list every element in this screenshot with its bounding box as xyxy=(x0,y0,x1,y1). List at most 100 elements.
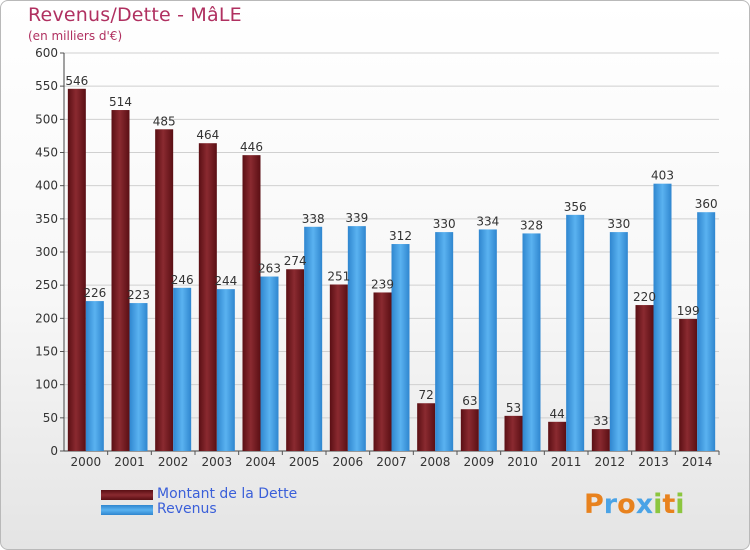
data-label-debt: 199 xyxy=(677,304,700,318)
x-tick-label: 2005 xyxy=(289,455,320,469)
bar-revenus xyxy=(566,214,585,451)
bar-revenus xyxy=(435,232,454,451)
data-label-revenus: 356 xyxy=(564,200,587,214)
bar-revenus xyxy=(304,226,323,451)
data-label-debt: 44 xyxy=(550,407,565,421)
x-tick-label: 2014 xyxy=(682,455,713,469)
data-label-revenus: 244 xyxy=(214,274,237,288)
data-label-debt: 33 xyxy=(593,414,608,428)
bar-revenus xyxy=(260,276,279,451)
bar-debt xyxy=(679,318,698,451)
bar-debt xyxy=(111,110,130,452)
x-tick-label: 2004 xyxy=(245,455,276,469)
bar-revenus xyxy=(347,226,366,451)
x-tick-label: 2009 xyxy=(464,455,495,469)
legend-swatch-revenus xyxy=(101,505,153,515)
bar-debt xyxy=(373,292,392,451)
bar-revenus xyxy=(653,183,672,451)
y-tick-label: 300 xyxy=(35,245,58,259)
bar-debt xyxy=(635,305,654,451)
data-label-debt: 53 xyxy=(506,401,521,415)
data-label-debt: 514 xyxy=(109,95,132,109)
data-label-revenus: 360 xyxy=(695,197,718,211)
bar-debt xyxy=(286,269,305,451)
data-label-debt: 485 xyxy=(153,114,176,128)
x-tick-label: 2012 xyxy=(595,455,626,469)
bar-revenus xyxy=(85,301,104,451)
y-tick-label: 150 xyxy=(35,345,58,359)
data-label-revenus: 339 xyxy=(345,211,368,225)
data-label-debt: 239 xyxy=(371,277,394,291)
bar-debt xyxy=(329,284,348,451)
bar-debt xyxy=(155,129,174,452)
proxiti-logo: Proxiti xyxy=(584,489,685,520)
bar-debt xyxy=(548,421,567,451)
logo-letter: P xyxy=(584,489,604,520)
logo-letter: t xyxy=(662,489,676,520)
bar-revenus xyxy=(216,289,235,451)
logo-letter: i xyxy=(675,489,685,520)
data-label-debt: 546 xyxy=(65,74,88,88)
data-label-revenus: 226 xyxy=(83,286,106,300)
x-tick-label: 2003 xyxy=(202,455,233,469)
bar-revenus xyxy=(391,244,410,451)
data-label-revenus: 328 xyxy=(520,218,543,232)
x-tick-label: 2002 xyxy=(158,455,189,469)
bar-revenus xyxy=(609,232,628,451)
y-tick-label: 0 xyxy=(50,444,58,458)
bar-debt xyxy=(198,143,217,452)
x-tick-label: 2007 xyxy=(376,455,407,469)
data-label-debt: 251 xyxy=(327,270,350,284)
x-tick-label: 2011 xyxy=(551,455,582,469)
bar-revenus xyxy=(478,229,497,451)
data-label-revenus: 263 xyxy=(258,262,281,276)
data-label-revenus: 334 xyxy=(476,214,499,228)
y-tick-label: 50 xyxy=(43,411,58,425)
y-tick-label: 200 xyxy=(35,311,58,325)
y-tick-label: 250 xyxy=(35,278,58,292)
x-tick-label: 2010 xyxy=(507,455,538,469)
bar-revenus xyxy=(173,287,192,451)
bar-debt xyxy=(417,403,436,451)
y-tick-label: 600 xyxy=(35,46,58,60)
data-label-revenus: 338 xyxy=(302,212,325,226)
y-tick-label: 100 xyxy=(35,378,58,392)
x-tick-label: 2008 xyxy=(420,455,451,469)
bar-debt xyxy=(460,409,479,451)
bar-debt xyxy=(591,429,610,451)
bar-debt xyxy=(67,88,86,451)
x-tick-label: 2001 xyxy=(114,455,145,469)
data-label-debt: 274 xyxy=(284,254,307,268)
logo-letter: i xyxy=(653,489,663,520)
x-tick-label: 2000 xyxy=(71,455,102,469)
y-tick-label: 550 xyxy=(35,79,58,93)
x-tick-label: 2006 xyxy=(333,455,364,469)
x-tick-label: 2013 xyxy=(638,455,669,469)
data-label-revenus: 330 xyxy=(433,217,456,231)
legend-label-debt: Montant de la Dette xyxy=(157,486,298,502)
bar-debt xyxy=(242,155,261,452)
data-label-debt: 63 xyxy=(462,394,477,408)
data-label-revenus: 403 xyxy=(651,169,674,183)
data-label-debt: 446 xyxy=(240,140,263,154)
y-tick-label: 500 xyxy=(35,112,58,126)
data-label-debt: 220 xyxy=(633,290,656,304)
data-label-debt: 72 xyxy=(419,388,434,402)
data-label-revenus: 246 xyxy=(171,273,194,287)
logo-letter: x xyxy=(635,489,654,520)
bar-debt xyxy=(504,415,523,451)
y-tick-label: 400 xyxy=(35,179,58,193)
data-label-revenus: 312 xyxy=(389,229,412,243)
chart-title: Revenus/Dette - MâLE xyxy=(28,4,242,26)
chart-subtitle: (en milliers d'€) xyxy=(28,29,123,43)
y-tick-label: 350 xyxy=(35,212,58,226)
bar-revenus xyxy=(697,212,716,451)
y-tick-label: 450 xyxy=(35,146,58,160)
bar-revenus xyxy=(522,233,541,451)
data-label-debt: 464 xyxy=(196,128,219,142)
legend-swatch-debt xyxy=(101,490,153,500)
legend-label-revenus: Revenus xyxy=(157,501,217,517)
data-label-revenus: 330 xyxy=(607,217,630,231)
